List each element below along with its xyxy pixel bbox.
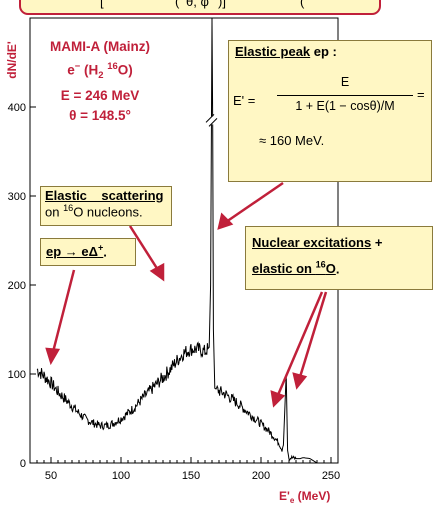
eq-lhs: E' = — [233, 93, 256, 108]
es-rest: O nucleons. — [73, 204, 143, 220]
x-tick-label: 250 — [322, 470, 340, 482]
experiment-energy: E = 246 MeV — [60, 88, 140, 104]
beam-target-sub: 2 — [98, 70, 104, 82]
top-banner-bracket: [ — [100, 0, 104, 9]
beam-charge: − — [74, 61, 81, 72]
nuclear-line2-a: elastic on — [252, 261, 316, 277]
arrow-delta-head — [45, 347, 61, 366]
beam-target-sup: 16 — [107, 61, 118, 72]
y-tick-label: 300 — [8, 191, 26, 203]
x-axis-label-unit: (MeV) — [294, 489, 330, 503]
es-sup: 16 — [63, 203, 74, 213]
elastic-peak-box: Elastic peak ep : E' = E 1 + E(1 − cosθ)… — [228, 40, 432, 182]
top-banner-box — [19, 0, 381, 15]
delta-main: ep → eΔ — [46, 244, 98, 260]
x-tick-label: 100 — [112, 470, 130, 482]
curve-group — [36, 17, 318, 464]
arrow-elastic-peak-head — [217, 212, 234, 230]
eq-approx: ≈ 160 MeV. — [259, 133, 325, 148]
eq-numerator: E — [340, 75, 350, 89]
x-axis-label-sub: e — [290, 496, 295, 505]
elastic-scattering-line2: on 16O nucleons. — [45, 203, 167, 219]
eq-fraction-bar — [277, 95, 413, 96]
spectrum-line — [36, 17, 318, 464]
x-tick-label: 200 — [252, 470, 270, 482]
experiment-beam: e− (H2 16O) — [40, 57, 160, 86]
delta-end: . — [103, 244, 107, 260]
experiment-info: MAMI-A (Mainz) e− (H2 16O) E = 246 MeV θ… — [40, 37, 160, 126]
arrow-elastic-scattering-head — [149, 262, 165, 282]
nuclear-line1: Nuclear excitations + — [252, 232, 426, 254]
beam-target-a: (H — [80, 62, 99, 78]
top-banner-body: θ, φ — [186, 0, 209, 9]
elastic-peak-title-rest: ep : — [310, 44, 337, 59]
ticks: 50 100 150 200 250 0 100 200 300 400 — [8, 102, 341, 482]
es-on: on — [45, 204, 64, 220]
arrows — [45, 181, 328, 408]
x-axis-label: E'e (MeV) — [279, 489, 330, 505]
arrow-elastic-peak — [225, 181, 284, 224]
eq-denominator: 1 + E(1 − cosθ)/M — [295, 99, 395, 113]
delta-text: ep → eΔ+ — [46, 243, 104, 260]
elastic-peak-title: Elastic peak ep : — [235, 44, 337, 59]
y-tick-label: 400 — [8, 102, 26, 114]
top-banner-close: )] — [218, 0, 226, 9]
arrow-delta — [51, 269, 76, 353]
elastic-peak-title-u: Elastic peak — [235, 44, 311, 59]
nuclear-line2-b: O — [325, 261, 336, 277]
axis-break-mark — [205, 113, 215, 123]
axis-break-mark — [208, 117, 218, 127]
delta-box: ep → eΔ+. — [40, 238, 136, 266]
arrow-nuclear-2 — [298, 291, 328, 378]
beam-e: e — [67, 62, 75, 78]
nuclear-line1-rest: + — [371, 235, 383, 250]
beam-target-b: O) — [117, 62, 133, 78]
elastic-scattering-title: Elastic scattering — [45, 188, 164, 203]
x-tick-label: 150 — [182, 470, 200, 482]
top-banner-paren: ( — [175, 0, 180, 9]
nuclear-line2-sup: 16 — [315, 260, 326, 270]
y-axis-label: dN/dE' — [5, 41, 19, 79]
x-axis-label-main: E' — [279, 489, 290, 503]
arrow-nuclear-2-head — [292, 372, 308, 390]
x-tick-label: 50 — [45, 470, 57, 482]
nuclear-line1-u: Nuclear excitations — [252, 235, 372, 250]
arrow-nuclear-1-head — [270, 390, 286, 408]
y-tick-label: 0 — [20, 458, 26, 470]
nuclear-line2: elastic on 16O. — [252, 254, 426, 280]
experiment-angle: θ = 148.5° — [69, 108, 131, 124]
nuclear-line2-rest: . — [335, 261, 340, 277]
nuclear-box: Nuclear excitations + elastic on 16O. — [245, 226, 433, 290]
experiment-name: MAMI-A (Mainz) — [50, 39, 150, 54]
arrow-elastic-scattering — [128, 225, 160, 271]
elastic-scattering-box: Elastic scattering on 16O nucleons. — [40, 186, 172, 226]
y-tick-label: 100 — [8, 369, 26, 381]
eq-equals: = — [417, 87, 425, 102]
y-tick-label: 200 — [8, 280, 26, 292]
top-banner-suffix: ( — [300, 0, 305, 9]
axis-break-gap — [206, 116, 218, 125]
nuclear-line2-u: elastic on 16O — [252, 260, 336, 277]
delta-sup: + — [97, 243, 104, 253]
arrow-nuclear-1 — [276, 291, 324, 396]
